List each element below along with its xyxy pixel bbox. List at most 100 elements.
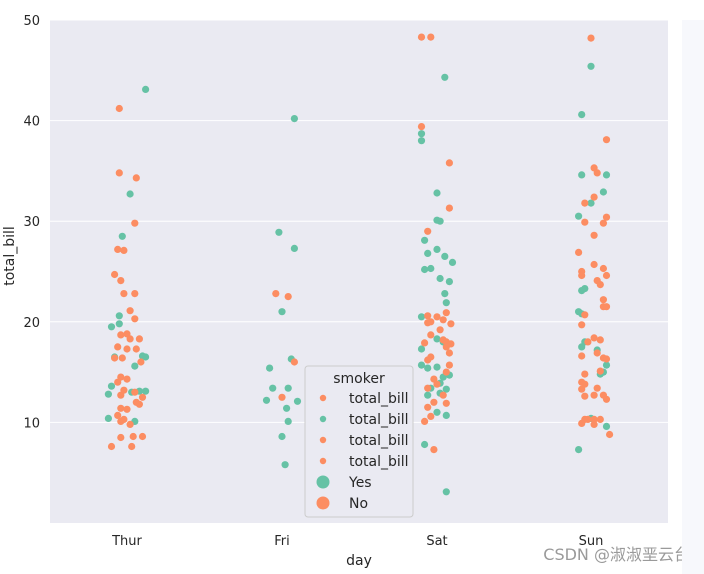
point-no-sun xyxy=(590,391,598,399)
point-yes-sat xyxy=(417,345,426,353)
point-no-thur xyxy=(126,335,134,343)
point-no-sat xyxy=(427,331,435,339)
point-no-sun xyxy=(581,311,589,319)
legend-label: total_bill xyxy=(349,454,409,470)
point-no-sun xyxy=(590,415,598,423)
point-yes-sun xyxy=(587,62,595,70)
point-yes-fri xyxy=(266,364,274,372)
point-yes-sat xyxy=(421,236,429,244)
point-no-thur xyxy=(126,307,134,315)
legend-label: total_bill xyxy=(349,391,409,407)
point-no-sun xyxy=(593,384,601,392)
point-yes-thur xyxy=(107,323,116,331)
point-yes-sat xyxy=(417,361,426,369)
gridlines xyxy=(50,19,668,423)
legend-marker xyxy=(319,394,327,402)
x-tick-label-sat: Sat xyxy=(426,534,447,549)
point-no-fri xyxy=(272,290,280,298)
point-yes-sun xyxy=(578,287,586,295)
point-no-sat xyxy=(445,361,453,369)
point-no-sat xyxy=(427,353,435,361)
point-no-thur xyxy=(117,433,125,442)
point-no-sat xyxy=(424,319,432,327)
point-no-sun xyxy=(602,213,611,221)
point-no-sat xyxy=(445,159,453,167)
point-yes-sat xyxy=(421,440,429,449)
point-yes-thur xyxy=(107,382,116,390)
point-yes-thur xyxy=(138,352,147,360)
point-yes-sun xyxy=(602,171,611,179)
point-yes-sun xyxy=(602,422,611,430)
point-no-sun xyxy=(584,415,592,423)
point-no-thur xyxy=(138,393,147,401)
point-no-sat xyxy=(421,417,429,425)
point-no-sat xyxy=(424,384,432,392)
point-no-thur xyxy=(111,270,119,279)
point-yes-fri xyxy=(269,384,277,392)
legend-marker xyxy=(316,475,330,489)
point-no-sat xyxy=(442,343,450,351)
side-panel xyxy=(682,20,704,574)
point-no-fri xyxy=(290,358,298,366)
point-no-sun xyxy=(596,336,604,344)
point-no-thur xyxy=(128,442,136,451)
point-no-sun xyxy=(581,370,589,378)
point-no-sun xyxy=(599,264,608,273)
point-yes-fri xyxy=(262,396,271,404)
point-no-sun xyxy=(578,419,586,427)
point-no-sat xyxy=(417,123,426,131)
point-yes-sat xyxy=(424,249,432,257)
point-yes-thur xyxy=(118,232,126,240)
point-yes-fri xyxy=(290,244,298,252)
point-yes-fri xyxy=(284,417,292,425)
point-no-sun xyxy=(593,349,601,357)
legend-marker xyxy=(316,496,330,510)
x-axis-label: day xyxy=(346,553,372,569)
y-tick-label: 50 xyxy=(23,14,40,29)
point-no-sat xyxy=(442,368,450,376)
legend-box xyxy=(304,365,414,518)
point-no-thur xyxy=(114,245,122,253)
point-yes-thur xyxy=(142,85,150,93)
point-no-sat xyxy=(430,398,438,406)
point-no-thur xyxy=(131,219,139,227)
point-no-sun xyxy=(581,199,589,207)
data-points xyxy=(104,33,614,496)
point-yes-sat xyxy=(433,335,441,343)
point-no-sun xyxy=(606,430,614,439)
point-yes-fri xyxy=(278,432,286,441)
point-no-sun xyxy=(578,271,586,280)
point-no-sat xyxy=(436,326,444,334)
point-no-thur xyxy=(114,411,122,419)
point-yes-sat xyxy=(442,299,450,307)
point-no-sun xyxy=(593,169,601,177)
point-no-sun xyxy=(575,248,583,256)
point-no-fri xyxy=(278,393,286,401)
legend-label: total_bill xyxy=(349,412,409,428)
point-no-thur xyxy=(117,391,125,399)
legend-label: total_bill xyxy=(349,433,409,449)
point-no-thur xyxy=(114,378,122,386)
point-yes-fri xyxy=(281,461,289,469)
legend-marker xyxy=(319,457,327,465)
point-no-thur xyxy=(126,420,134,428)
point-yes-sat xyxy=(433,189,441,197)
point-no-sat xyxy=(445,204,453,212)
point-no-thur xyxy=(131,290,139,298)
point-yes-sat xyxy=(427,264,435,273)
point-yes-sat xyxy=(448,258,457,266)
y-tick-label: 10 xyxy=(23,416,40,431)
point-no-fri xyxy=(284,293,292,301)
point-no-sat xyxy=(445,349,453,357)
point-yes-sat xyxy=(441,290,449,298)
point-no-sun xyxy=(596,281,604,289)
legend: smoker total_billtotal_billtotal_billtot… xyxy=(304,365,414,518)
point-no-sun xyxy=(587,34,595,42)
point-no-thur xyxy=(115,169,123,177)
point-yes-sat xyxy=(442,411,450,419)
point-no-thur xyxy=(137,358,145,366)
watermark: CSDN @淑淑垩云台 xyxy=(543,545,690,564)
point-no-sat xyxy=(427,412,435,420)
point-no-sun xyxy=(596,415,604,423)
